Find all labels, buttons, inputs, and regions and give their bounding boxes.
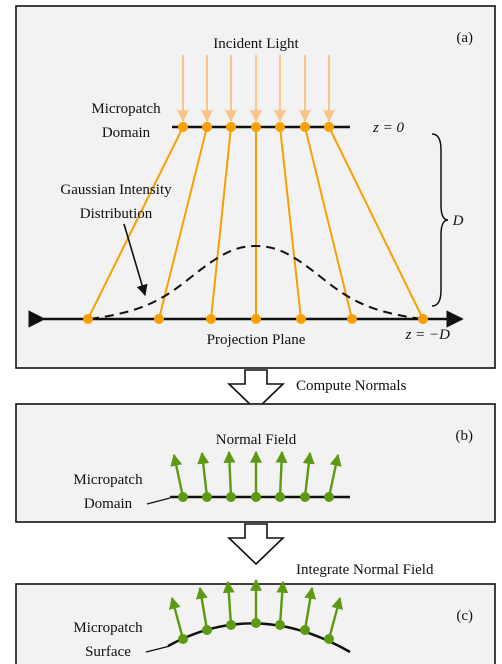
projection-rays [87, 126, 424, 320]
normal-field-points [178, 492, 334, 502]
surface-label-2: Surface [85, 644, 131, 660]
surface-point [324, 634, 334, 644]
projection-point [206, 314, 216, 324]
panel-a-tag: (a) [456, 30, 473, 46]
surface-normal [195, 586, 209, 631]
surface-point [226, 620, 236, 630]
domain-b-label-2: Domain [84, 496, 133, 512]
step-arrow-integrate: Integrate Normal Field [227, 523, 434, 578]
projection-point [418, 314, 428, 324]
projection-point [296, 314, 306, 324]
normal-point [178, 492, 188, 502]
normal-point [202, 492, 212, 502]
domain-point [324, 122, 334, 132]
panel-b-tag: (b) [456, 428, 474, 444]
surface-points [178, 618, 334, 644]
domain-b-pointer [146, 497, 171, 505]
normal-point [251, 492, 261, 502]
panel-a: (a) Incident Light z = 0 Micropatch Doma… [15, 5, 496, 369]
gaussian-label-2: Distribution [80, 206, 153, 222]
z-zero-label: z = 0 [372, 120, 404, 136]
surface-point [202, 625, 212, 635]
projection-sample-points [83, 314, 428, 324]
domain-point [300, 122, 310, 132]
domain-point [251, 122, 261, 132]
block-down-arrow-icon [227, 523, 285, 566]
projection-plane-label: Projection Plane [207, 332, 306, 348]
surface-normal [222, 580, 235, 626]
normal-vector [327, 453, 342, 498]
projection-point [83, 314, 93, 324]
domain-point [226, 122, 236, 132]
surface-pointer [145, 645, 171, 653]
panel-b: (b) Normal Field Micropatch Domain [15, 403, 496, 523]
gaussian-label-1: Gaussian Intensity [60, 182, 172, 198]
surface-normal [327, 596, 343, 640]
surface-point [300, 625, 310, 635]
projection-ray-7 [328, 126, 424, 320]
domain-sample-points [178, 122, 334, 132]
domain-point [202, 122, 212, 132]
surface-point [251, 618, 261, 628]
normal-vector [197, 451, 210, 498]
distance-label: D [452, 213, 464, 229]
projection-ray-3 [210, 126, 232, 320]
panel-c-tag: (c) [456, 608, 473, 624]
projection-point [154, 314, 164, 324]
surface-point [178, 634, 188, 644]
normal-vector [170, 453, 185, 498]
incident-light-label: Incident Light [213, 36, 299, 52]
projection-ray-2 [158, 126, 208, 320]
surface-normal [303, 586, 317, 631]
projection-point [347, 314, 357, 324]
domain-point [275, 122, 285, 132]
surface-label-1: Micropatch [73, 620, 143, 636]
z-minus-d-label: z = −D [405, 327, 451, 343]
normal-vector [302, 451, 315, 498]
distance-brace [431, 133, 449, 307]
domain-point [178, 122, 188, 132]
projection-ray-6 [304, 126, 353, 320]
micropatch-domain-label-2: Domain [102, 125, 151, 141]
projection-point [251, 314, 261, 324]
normal-point [324, 492, 334, 502]
compute-normals-label: Compute Normals [296, 378, 407, 394]
projection-ray-5 [279, 126, 302, 320]
projection-ray-1 [87, 126, 184, 320]
normal-field-label: Normal Field [216, 432, 297, 448]
gaussian-pointer-arrow [123, 223, 148, 297]
surface-normal [276, 580, 289, 626]
normal-point [300, 492, 310, 502]
step-arrow-compute: Compute Normals [227, 369, 407, 412]
micropatch-domain-label-1: Micropatch [91, 101, 161, 117]
surface-normals [169, 578, 343, 640]
incident-light-arrows [177, 55, 335, 123]
gaussian-curve [89, 244, 423, 320]
normal-vector [275, 450, 288, 498]
surface-point [275, 620, 285, 630]
normal-vector [223, 450, 236, 498]
normal-point [226, 492, 236, 502]
surface-normal [169, 596, 185, 640]
integrate-normal-field-label: Integrate Normal Field [296, 562, 434, 578]
domain-b-label-1: Micropatch [73, 472, 143, 488]
block-down-arrow-icon [227, 369, 285, 412]
normal-point [275, 492, 285, 502]
panel-c: (c) Micropatch Surface [15, 578, 496, 664]
normal-vectors [170, 450, 342, 498]
